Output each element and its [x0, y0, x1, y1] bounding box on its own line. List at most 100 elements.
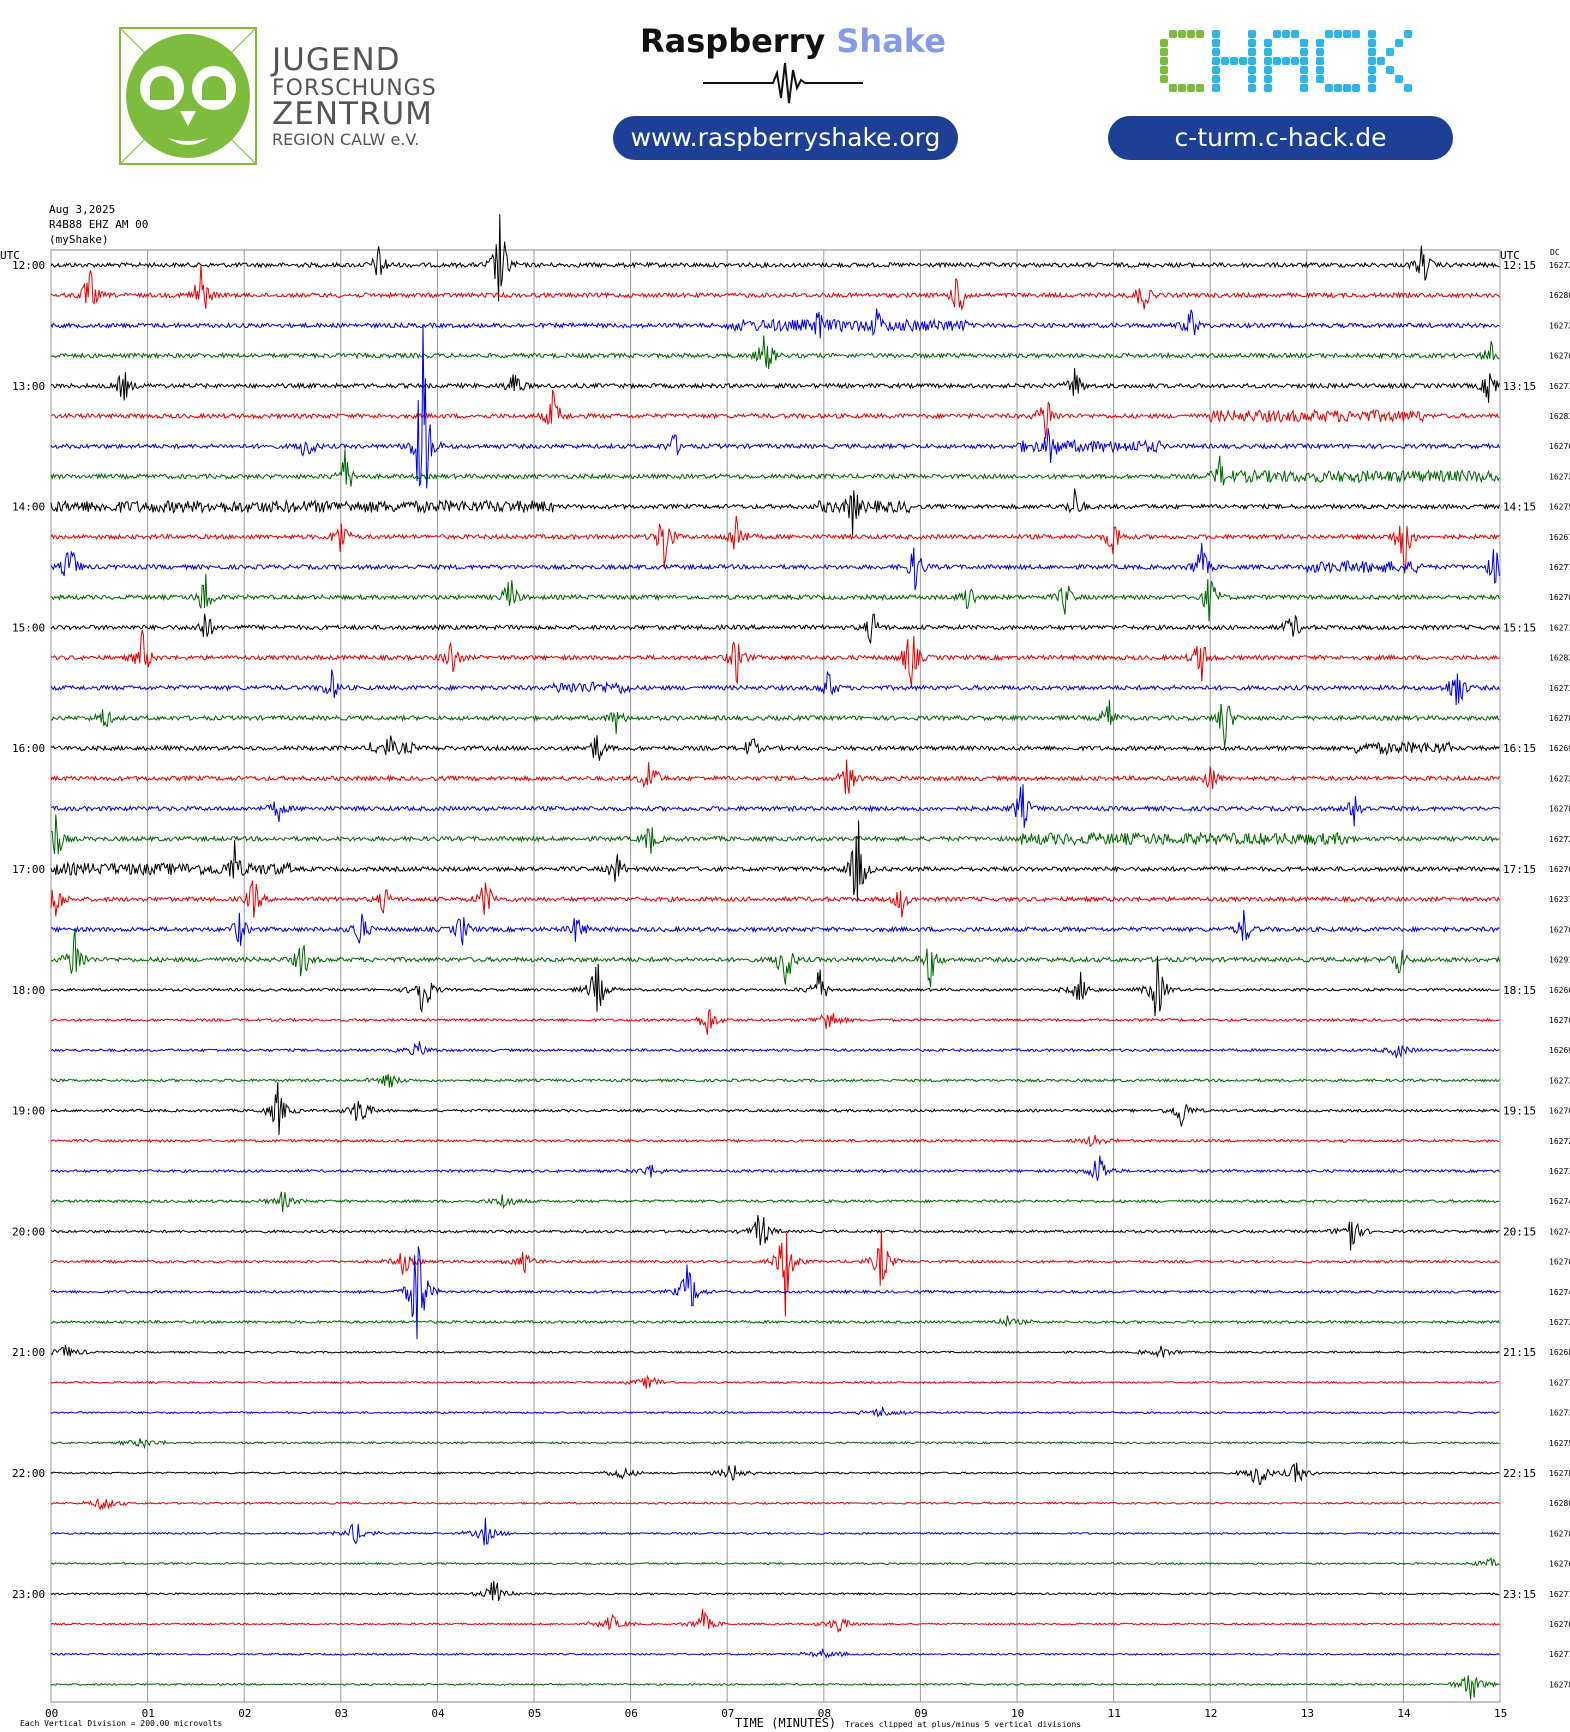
- raspberry-word: Raspberry: [640, 22, 826, 60]
- dc-value-label: 16272: [1549, 1318, 1570, 1327]
- dc-value-label: 16273: [1549, 1409, 1570, 1418]
- c-hack-url-link[interactable]: c-turm.c-hack.de: [1108, 116, 1453, 160]
- shake-word: Shake: [836, 22, 946, 60]
- dc-value-label: 16283: [1549, 412, 1570, 421]
- trace-line: [50, 1073, 1500, 1088]
- x-tick-label: 12: [1204, 1707, 1217, 1720]
- dc-value-label: 16272: [1549, 835, 1570, 844]
- chack-logo: [1160, 30, 1412, 92]
- x-tick-label: 14: [1397, 1707, 1411, 1720]
- chart-date: Aug 3,2025: [49, 203, 115, 216]
- dc-value-label: 16273: [1549, 1167, 1570, 1176]
- owl-logo-icon: [119, 27, 257, 165]
- seismic-traces: [50, 214, 1500, 1700]
- dc-value-label: 16268: [1549, 1348, 1570, 1357]
- trace-line: [50, 542, 1500, 591]
- dc-value-label: 16282: [1549, 654, 1570, 663]
- trace-line: [50, 308, 1500, 339]
- trace-line: [50, 1580, 1500, 1602]
- trace-line: [50, 1134, 1500, 1148]
- trace-line: [50, 1374, 1500, 1389]
- dc-title: DC: [1550, 248, 1560, 257]
- left-hour-label: 19:00: [12, 1105, 45, 1118]
- dc-value-label: 16270: [1549, 925, 1570, 934]
- trace-line: [50, 613, 1500, 644]
- trace-line: [50, 784, 1500, 828]
- raspberryshake-url-link[interactable]: www.raspberryshake.org: [613, 116, 958, 160]
- right-hour-label: 12:15: [1503, 259, 1536, 272]
- dc-value-label: 16237: [1549, 895, 1570, 904]
- x-tick-label: 03: [335, 1707, 348, 1720]
- dc-value-label: 16274: [1549, 1288, 1570, 1297]
- dc-value-label: 16280: [1549, 1499, 1570, 1508]
- trace-line: [50, 1229, 1500, 1317]
- trace-line: [50, 1008, 1500, 1035]
- x-tick-label: 15: [1494, 1707, 1507, 1720]
- right-utc-title: UTC: [1500, 249, 1520, 262]
- trace-line: [50, 820, 1500, 902]
- dc-value-label: 16277: [1549, 1590, 1570, 1599]
- jfz-line3: ZENTRUM: [272, 96, 433, 132]
- right-hour-label: 23:15: [1503, 1588, 1536, 1601]
- trace-line: [50, 1215, 1500, 1251]
- dc-value-label: 16270: [1549, 1258, 1570, 1267]
- trace-line: [50, 1344, 1500, 1359]
- dc-value-label: 16266: [1549, 986, 1570, 995]
- right-hour-label: 14:15: [1503, 501, 1536, 514]
- trace-line: [50, 814, 1500, 855]
- seismogram-wave-icon: [703, 62, 863, 104]
- trace-line: [50, 1406, 1500, 1418]
- left-utc-title: UTC: [0, 249, 20, 262]
- trace-line: [50, 1155, 1500, 1182]
- dc-value-label: 16276: [1549, 1560, 1570, 1569]
- dc-value-label: 16269: [1549, 1046, 1570, 1055]
- left-hour-label: 17:00: [12, 863, 45, 876]
- trace-line: [50, 699, 1500, 747]
- left-hour-label: 14:00: [12, 501, 45, 514]
- left-hour-label: 16:00: [12, 742, 45, 755]
- x-tick-label: 04: [431, 1707, 445, 1720]
- dc-value-label: 16272: [1549, 472, 1570, 481]
- dc-value-label: 16275: [1549, 503, 1570, 512]
- dc-value-label: 16275: [1549, 1439, 1570, 1448]
- vertical-division-note: Each Vertical Division = 200.00 microvol…: [20, 1719, 222, 1728]
- raspberry-shake-title: Raspberry Shake: [640, 22, 946, 60]
- trace-line: [50, 956, 1500, 1017]
- trace-line: [50, 1082, 1500, 1135]
- x-tick-label: 09: [914, 1707, 927, 1720]
- trace-line: [50, 324, 1500, 489]
- trace-line: [50, 929, 1500, 988]
- trace-line: [50, 1557, 1500, 1567]
- dc-value-label: 16272: [1549, 1076, 1570, 1085]
- trace-line: [50, 488, 1500, 536]
- grid: [50, 249, 1501, 1703]
- x-tick-label: 05: [528, 1707, 541, 1720]
- right-hour-label: 18:15: [1503, 984, 1536, 997]
- x-tick-label: 00: [45, 1707, 58, 1720]
- dc-value-label: 16278: [1549, 1469, 1570, 1478]
- trace-line: [50, 630, 1500, 687]
- right-hour-label: 17:15: [1503, 863, 1536, 876]
- trace-line: [50, 759, 1500, 794]
- dc-value-label: 16270: [1549, 1016, 1570, 1025]
- x-tick-label: 11: [1108, 1707, 1121, 1720]
- left-hour-label: 20:00: [12, 1225, 45, 1238]
- dc-value-label: 16277: [1549, 1650, 1570, 1659]
- trace-line: [50, 335, 1500, 370]
- dc-value-label: 16270: [1549, 593, 1570, 602]
- dc-value-label: 16269: [1549, 744, 1570, 753]
- right-hour-label: 22:15: [1503, 1467, 1536, 1480]
- dc-value-label: 16267: [1549, 533, 1570, 542]
- left-hour-label: 23:00: [12, 1588, 45, 1601]
- trace-line: [50, 735, 1500, 761]
- dc-value-label: 16270: [1549, 1107, 1570, 1116]
- x-tick-label: 02: [238, 1707, 251, 1720]
- dc-value-label: 16276: [1549, 865, 1570, 874]
- dc-value-label: 16280: [1549, 291, 1570, 300]
- jfz-line4: REGION CALW e.V.: [272, 130, 420, 149]
- trace-line: [50, 1517, 1500, 1546]
- trace-line: [50, 909, 1500, 946]
- jfz-line1: JUGEND: [272, 42, 401, 78]
- x-tick-label: 13: [1301, 1707, 1314, 1720]
